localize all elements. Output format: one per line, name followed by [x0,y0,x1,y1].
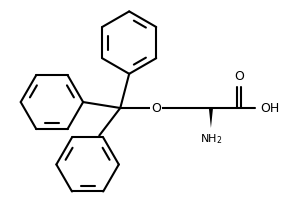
Text: OH: OH [260,102,279,114]
Polygon shape [209,108,213,128]
Text: O: O [151,102,161,114]
Text: NH$_2$: NH$_2$ [200,132,222,146]
Text: O: O [234,70,244,83]
